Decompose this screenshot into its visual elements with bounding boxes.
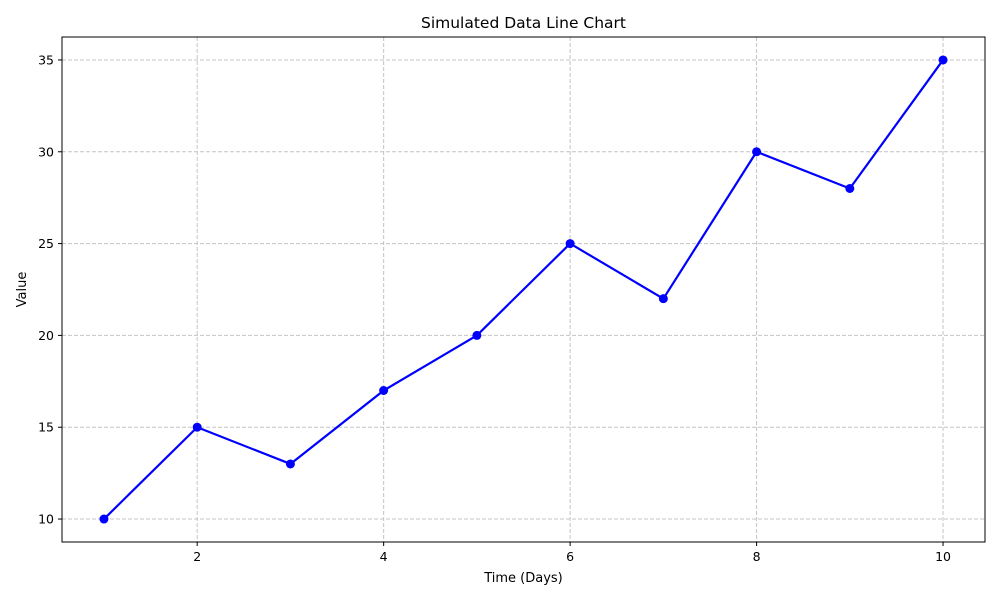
y-tick-label: 20 xyxy=(38,328,54,343)
data-point-marker xyxy=(938,55,948,65)
data-series xyxy=(99,55,948,524)
data-point-marker xyxy=(472,330,482,340)
data-point-marker xyxy=(752,147,762,157)
series-line xyxy=(102,58,945,521)
y-tick-label: 15 xyxy=(38,420,54,435)
axis-tick-labels: 2 4 6 8 10 10 15 20 25 30 35 xyxy=(38,52,951,564)
data-point-marker xyxy=(379,386,389,395)
y-tick-label: 35 xyxy=(38,52,54,67)
y-axis-title: Value xyxy=(15,272,30,308)
axis-ticks xyxy=(58,59,944,546)
x-tick-label: 10 xyxy=(935,549,951,564)
grid-lines xyxy=(62,37,985,542)
y-tick-label: 25 xyxy=(38,236,54,251)
data-point-marker xyxy=(845,184,855,193)
data-point-marker xyxy=(285,459,295,469)
data-point-marker xyxy=(192,422,202,432)
y-tick-label: 10 xyxy=(38,512,54,527)
y-tick-label: 30 xyxy=(38,144,54,159)
data-point-marker xyxy=(99,514,109,524)
data-point-marker xyxy=(658,294,668,304)
plot-area-frame xyxy=(61,36,986,543)
x-tick-label: 8 xyxy=(753,549,761,564)
x-tick-label: 6 xyxy=(566,549,574,564)
x-axis-title: Time (Days) xyxy=(483,571,563,586)
data-point-marker xyxy=(565,239,575,249)
x-tick-label: 2 xyxy=(193,549,201,564)
x-tick-label: 4 xyxy=(380,549,388,564)
chart-title: Simulated Data Line Chart xyxy=(421,14,626,32)
